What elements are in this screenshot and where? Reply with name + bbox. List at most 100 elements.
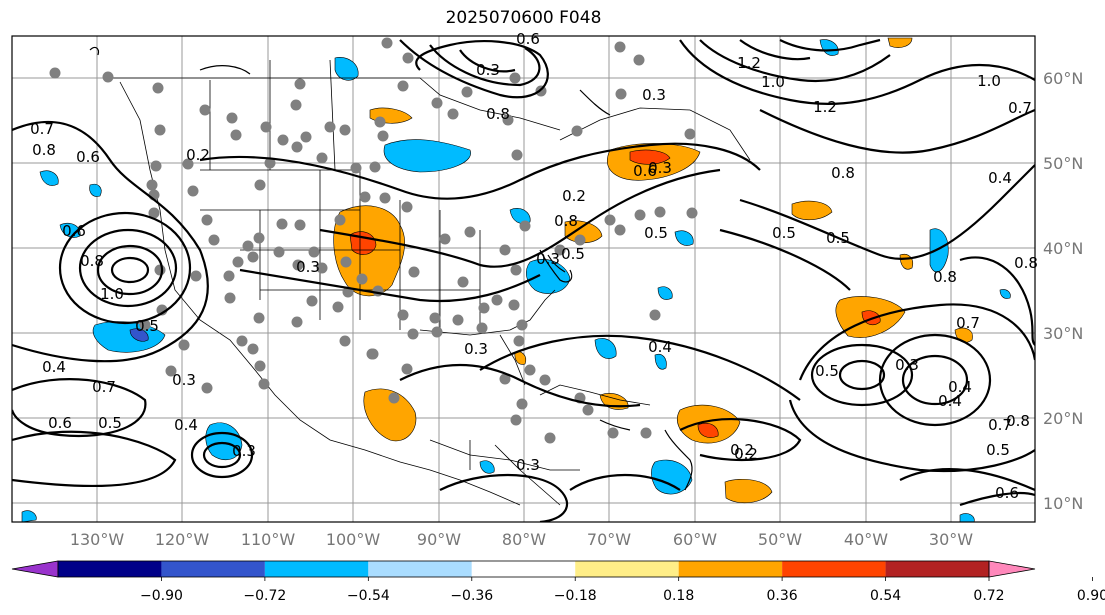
station-dot (634, 209, 646, 221)
contour-label: 0.6 (48, 414, 72, 432)
contour-label: 0.5 (98, 414, 122, 432)
station-dot (464, 226, 476, 238)
station-dot (686, 207, 698, 219)
contour-label: 0.2 (734, 445, 758, 463)
station-dot (397, 309, 409, 321)
contour-label: 0.6 (62, 222, 86, 240)
colorbar-tick-label: 0.72 (973, 588, 1004, 604)
station-dot (260, 121, 272, 133)
contour-label: 0.8 (831, 164, 855, 182)
station-dot (604, 214, 616, 226)
contour-label: 0.8 (486, 105, 510, 123)
station-dot (146, 179, 158, 191)
colorbar-tick-label: −0.36 (450, 588, 493, 604)
station-dot (633, 54, 645, 66)
station-dot (684, 128, 696, 140)
station-dot (457, 276, 469, 288)
station-dot (499, 373, 511, 385)
contour-label: 0.3 (232, 442, 256, 460)
station-dot (350, 162, 362, 174)
station-dot (154, 124, 166, 136)
lat-tick-label: 30°N (1043, 324, 1083, 343)
station-dot (224, 292, 236, 304)
contour-label: 0.8 (1014, 254, 1038, 272)
station-dot (654, 206, 666, 218)
contour-label: 0.3 (516, 456, 540, 474)
contour-label: 0.3 (296, 258, 320, 276)
station-dot (165, 365, 177, 377)
station-dot (223, 270, 235, 282)
colorbar-tick-label: 0.18 (663, 588, 694, 604)
contour-label: 0.8 (933, 268, 957, 286)
contour-label: 0.8 (1006, 412, 1030, 430)
station-dot (524, 364, 536, 376)
station-dot (232, 256, 244, 268)
contour-label: 1.0 (761, 73, 785, 91)
station-dot (574, 234, 586, 246)
station-dot (397, 80, 409, 92)
contour-label: 0.5 (561, 245, 585, 263)
contour-label: 0.6 (516, 30, 540, 48)
contour-label: 0.4 (42, 358, 66, 376)
station-dot (49, 67, 61, 79)
station-dot (291, 141, 303, 153)
station-dot (478, 302, 490, 314)
station-dot (316, 152, 328, 164)
contour-label: 0.7 (92, 378, 116, 396)
lon-tick-label: 130°W (70, 530, 125, 549)
station-dot (332, 301, 344, 313)
lon-tick-label: 90°W (417, 530, 461, 549)
station-dot (502, 114, 514, 126)
station-dot (292, 259, 304, 271)
contour-label: 0.2 (562, 187, 586, 205)
contour-label: 0.5 (986, 441, 1010, 459)
lat-tick-label: 20°N (1043, 409, 1083, 428)
contour-label: 0.7 (988, 416, 1012, 434)
contour-label: 0.3 (642, 86, 666, 104)
station-dot (508, 299, 520, 311)
station-dot (513, 335, 525, 347)
station-dot (236, 335, 248, 347)
station-dot (516, 319, 528, 331)
station-dot (431, 326, 443, 338)
colorbar-tick-label: 0.90 (1077, 588, 1105, 604)
lat-tick-label: 10°N (1043, 494, 1083, 513)
station-dot (152, 82, 164, 94)
station-dot (294, 219, 306, 231)
station-dot (372, 285, 384, 297)
station-dot (273, 246, 285, 258)
contour-labels: 0.70.8 0.6 0.20.60.81.00.50.40.70.6 0.50.30… (30, 30, 1038, 502)
station-dot (511, 149, 523, 161)
station-dot (190, 270, 202, 282)
station-dot (452, 314, 464, 326)
lon-tick-label: 40°W (844, 530, 888, 549)
station-dot (242, 240, 254, 252)
lon-tick-label: 120°W (155, 530, 210, 549)
colorbar: −0.90 −0.72 −0.54 −0.36 −0.18 0.18 0.36 0.54 0.7… (11, 560, 1105, 604)
contour-label: 0.3 (476, 61, 500, 79)
contour-label: 0.4 (948, 378, 972, 396)
station-dot (291, 316, 303, 328)
contour-label: 0.8 (32, 141, 56, 159)
contour-label: 1.2 (813, 98, 837, 116)
contour-label: 0.5 (644, 224, 668, 242)
station-dot (649, 309, 661, 321)
contour-label: 0.3 (648, 159, 672, 177)
station-dot (148, 207, 160, 219)
contour-label: 0.7 (956, 314, 980, 332)
station-dot (308, 246, 320, 258)
station-dot (554, 244, 566, 256)
station-dot (254, 360, 266, 372)
contour-label: 0.3 (172, 371, 196, 389)
station-dot (201, 214, 213, 226)
station-dot (381, 37, 393, 49)
colorbar-tick-label: −0.90 (140, 588, 183, 604)
station-dot (401, 363, 413, 375)
station-dot (264, 157, 276, 169)
station-dot (178, 339, 190, 351)
lon-tick-label: 100°W (326, 530, 381, 549)
colorbar-segment (678, 561, 783, 577)
station-dot (401, 201, 413, 213)
lon-tick-label: 110°W (241, 530, 296, 549)
colorbar-tick-label: −0.18 (554, 588, 597, 604)
